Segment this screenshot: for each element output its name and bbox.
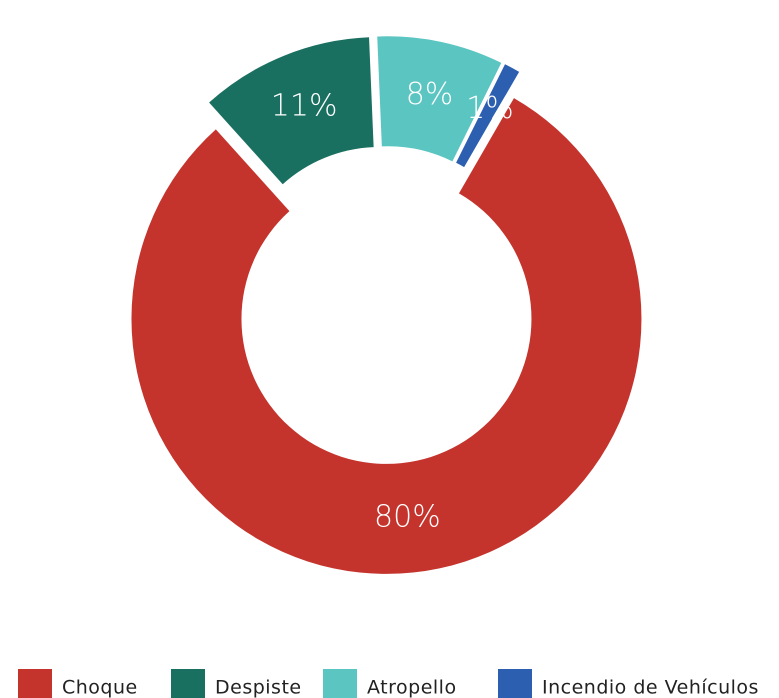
legend-label: Incendio de Vehículos <box>542 677 759 698</box>
slice-label: 80% <box>374 499 441 534</box>
legend-swatch <box>171 669 205 698</box>
slice-label: 8% <box>406 77 454 112</box>
legend-swatch <box>323 669 357 698</box>
slice <box>377 36 502 162</box>
slice-label: 11% <box>271 88 338 123</box>
slice <box>209 37 374 185</box>
slice-label: 1% <box>466 91 514 126</box>
legend-swatch <box>18 669 52 698</box>
legend-label: Despiste <box>215 677 302 698</box>
legend-swatch <box>498 669 532 698</box>
slice <box>131 98 642 574</box>
slice <box>456 64 520 168</box>
legend-label: Choque <box>62 677 138 698</box>
legend-label: Atropello <box>367 677 457 698</box>
